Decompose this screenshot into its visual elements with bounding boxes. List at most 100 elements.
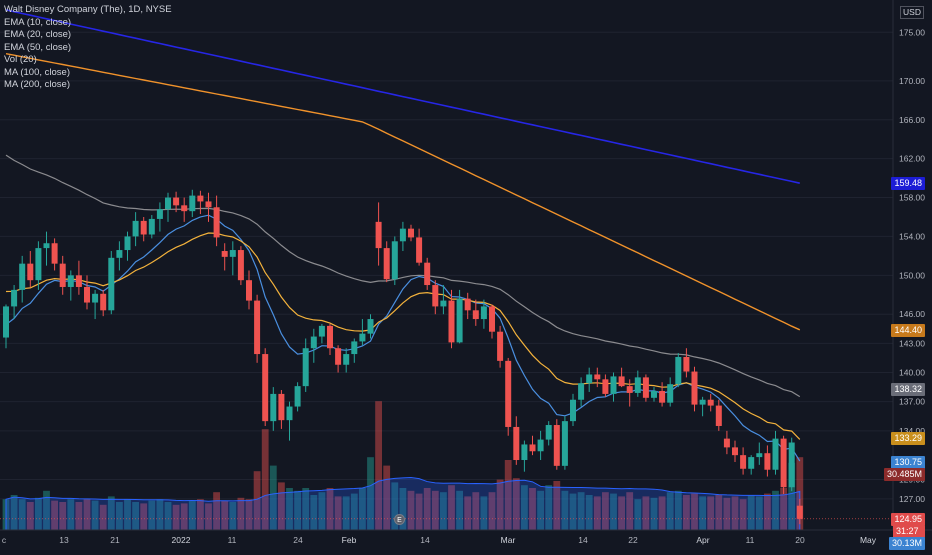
volume-bar xyxy=(188,500,196,530)
volume-bar xyxy=(116,502,123,530)
price-tag: 30.485M xyxy=(883,468,925,482)
candle-body xyxy=(67,275,74,287)
price-tag: 30.13M xyxy=(888,536,925,550)
volume-bar xyxy=(172,504,180,530)
candle-body xyxy=(254,300,261,355)
candle-body xyxy=(205,201,212,208)
candle-body xyxy=(229,250,236,257)
candle-body xyxy=(788,442,795,488)
candle-body xyxy=(432,285,439,307)
candle-body xyxy=(343,354,350,365)
candle-body xyxy=(359,333,366,342)
candle-body xyxy=(723,438,730,448)
candle-body xyxy=(375,221,382,249)
candle-body xyxy=(561,421,568,466)
price-tick-label: 127.00 xyxy=(899,494,925,504)
time-tick-label: Mar xyxy=(501,535,516,545)
volume-bar xyxy=(180,503,188,530)
legend-ma100[interactable]: MA (100, close) xyxy=(4,66,70,78)
volume-bar xyxy=(334,496,342,530)
time-tick-label: 24 xyxy=(293,535,303,545)
candle-body xyxy=(132,220,139,237)
volume-bar xyxy=(164,502,172,530)
candle-body xyxy=(618,376,625,387)
candle-body xyxy=(383,248,390,280)
volume-bar xyxy=(618,496,625,530)
candle-body xyxy=(116,250,123,258)
candle-body xyxy=(553,425,560,466)
candle-body xyxy=(237,250,244,281)
legend-volume[interactable]: Vol (20) xyxy=(4,54,37,65)
volume-bar xyxy=(772,490,779,530)
volume-bars xyxy=(2,401,804,531)
candle-body xyxy=(51,243,58,264)
volume-bar xyxy=(529,488,536,530)
symbol-title[interactable]: Walt Disney Company (The), 1D, NYSE xyxy=(4,4,172,15)
volume-bar xyxy=(626,492,634,530)
candle-body xyxy=(302,348,309,387)
candle-body xyxy=(715,405,722,426)
candle-body xyxy=(772,438,779,470)
time-tick-label: Feb xyxy=(342,535,357,545)
volume-bar xyxy=(747,495,755,530)
candle-body xyxy=(683,356,690,372)
candle-body xyxy=(448,300,455,343)
price-tag: 124.95 xyxy=(891,512,925,526)
volume-bar xyxy=(537,490,544,530)
volume-bar xyxy=(221,500,229,530)
candle-body xyxy=(11,289,18,307)
volume-bar xyxy=(35,497,42,530)
candle-body xyxy=(659,390,666,403)
volume-bar xyxy=(440,492,447,530)
volume-bar xyxy=(561,490,569,530)
currency-label[interactable]: USD xyxy=(900,6,924,19)
time-tick-label: 11 xyxy=(746,535,755,545)
candle-body xyxy=(140,220,147,235)
volume-bar xyxy=(383,465,391,530)
volume-bar xyxy=(367,457,374,530)
candle-body xyxy=(578,383,585,400)
candle-body xyxy=(537,439,544,452)
legend-ema50[interactable]: EMA (50, close) xyxy=(4,41,72,53)
volume-bar xyxy=(723,497,731,530)
candle-body xyxy=(181,205,188,212)
candle-body xyxy=(173,197,180,206)
legend-ma200[interactable]: MA (200, close) xyxy=(4,79,70,90)
candle-body xyxy=(75,275,82,287)
candle-body xyxy=(416,237,423,263)
price-tick-label: 140.00 xyxy=(899,368,925,378)
volume-bar xyxy=(83,499,91,530)
price-tick-label: 170.00 xyxy=(899,76,925,86)
candle-body xyxy=(594,374,601,380)
time-axis[interactable]: c 13 21 2022 11 24 Feb 14 Mar 14 22 Apr 11 20 May xyxy=(2,535,877,545)
candle-body xyxy=(197,195,204,202)
price-tag: 133.29 xyxy=(891,431,925,445)
volume-bar xyxy=(213,492,220,530)
volume-bar xyxy=(156,499,164,530)
candle-body xyxy=(545,425,552,440)
volume-bar xyxy=(683,495,690,530)
volume-bar xyxy=(658,496,666,530)
volume-bar xyxy=(342,496,350,530)
volume-bar xyxy=(318,492,326,530)
candle-body xyxy=(497,331,504,361)
legend-ema20[interactable]: EMA (20, close) xyxy=(4,29,72,40)
time-tick-label: c xyxy=(2,535,7,545)
candle-body xyxy=(124,236,131,251)
time-tick-label: Apr xyxy=(696,535,709,545)
earnings-event-icon[interactable]: E xyxy=(394,514,405,525)
candle-body xyxy=(707,399,714,406)
volume-bar xyxy=(245,499,253,530)
candle-body xyxy=(318,325,325,337)
candlesticks[interactable] xyxy=(3,189,803,525)
symbol-exchange: NYSE xyxy=(145,4,172,15)
volume-bar xyxy=(739,499,747,530)
price-tick-label: 166.00 xyxy=(899,115,925,125)
price-tag: 130.75 xyxy=(891,456,925,470)
candle-body xyxy=(756,453,763,458)
legend-ema10[interactable]: EMA (10, close) xyxy=(4,16,72,28)
volume-bar xyxy=(278,482,285,530)
candle-body xyxy=(335,348,342,365)
